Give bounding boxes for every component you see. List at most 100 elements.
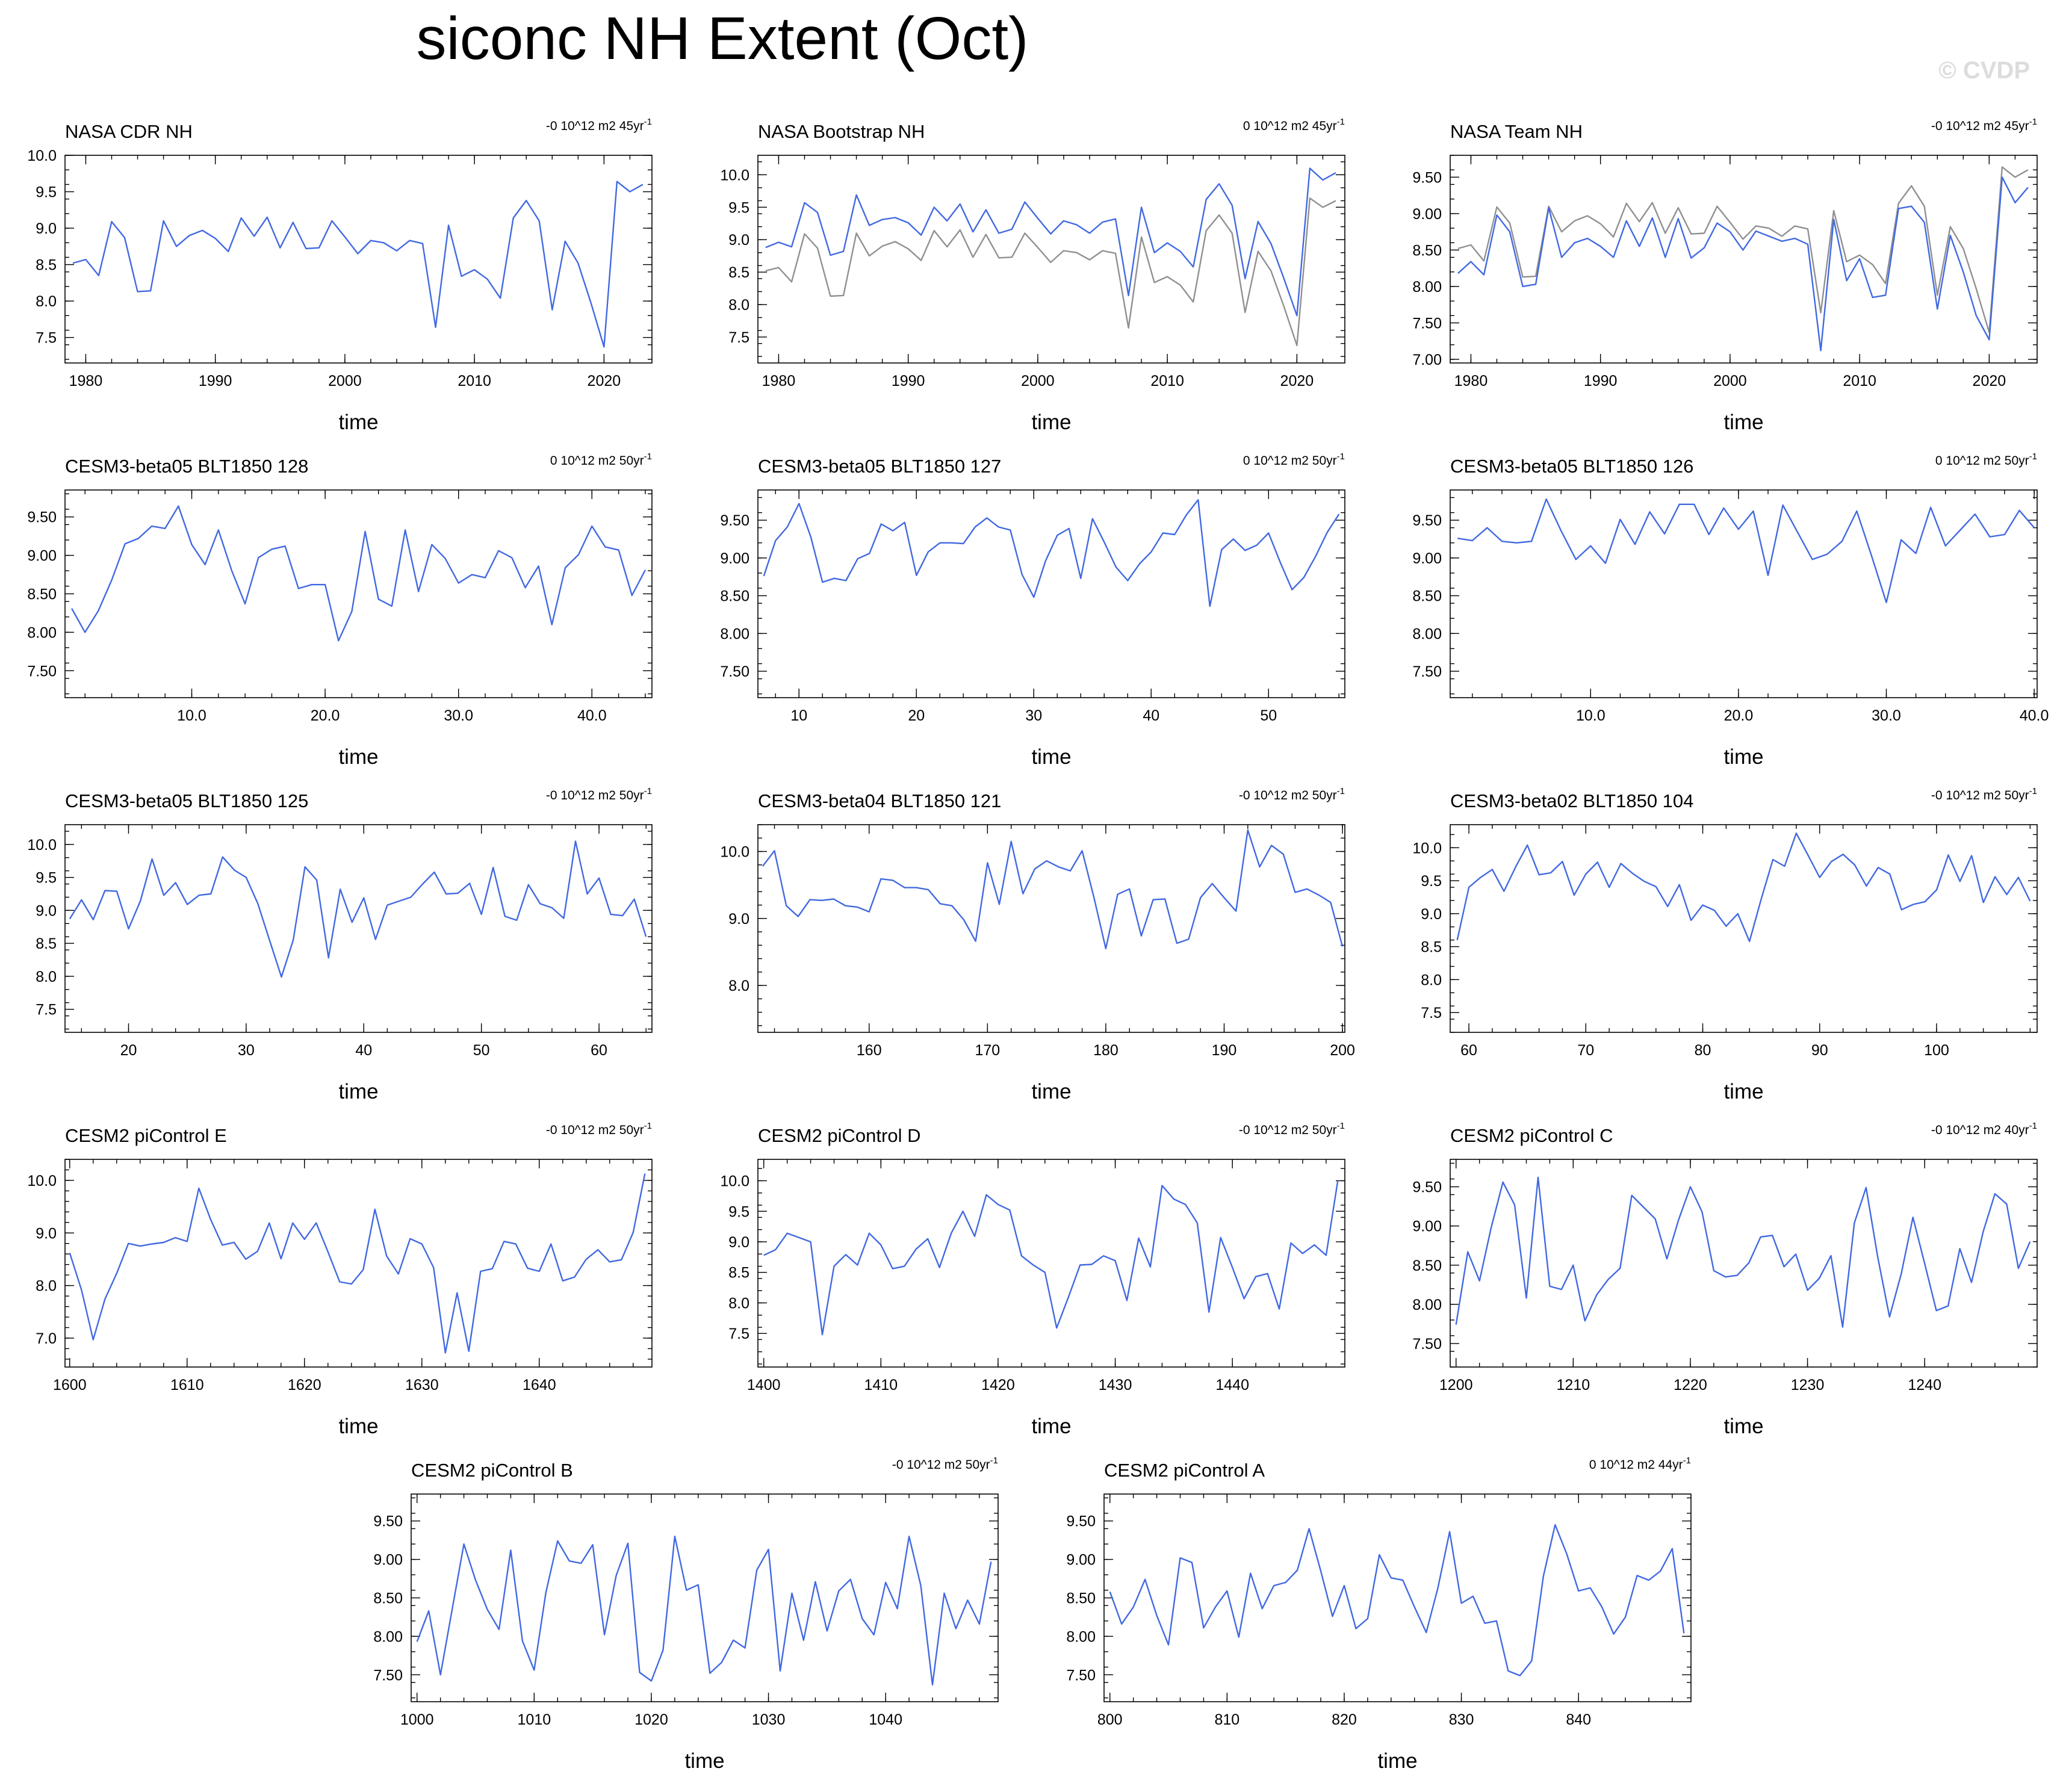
panel-title: CESM2 piControl D (758, 1125, 920, 1146)
plot-frame (757, 824, 1345, 1033)
data-series-line (72, 181, 644, 348)
minor-ticks (758, 1159, 1345, 1367)
x-tick-label: 20 (908, 707, 925, 724)
y-tick-label: 8.00 (1412, 1297, 1442, 1313)
y-tick-label: 9.0 (36, 1225, 57, 1242)
y-tick-label: 9.5 (728, 1203, 749, 1220)
x-tick-label: 50 (1260, 707, 1277, 724)
data-series-line (1456, 832, 2031, 943)
y-tick-label: 9.00 (1066, 1552, 1096, 1569)
x-tick-label: 160 (857, 1042, 882, 1059)
panel-title: NASA Bootstrap NH (758, 121, 925, 142)
y-tick-label: 8.50 (1412, 1257, 1442, 1274)
data-series-line (1457, 166, 2029, 333)
y-tick-label: 9.0 (728, 232, 749, 249)
y-tick-label: 7.5 (1421, 1005, 1442, 1022)
x-tick-label: 40 (1143, 707, 1159, 724)
x-tick-label: 30.0 (444, 707, 473, 724)
minor-ticks (1450, 1159, 2037, 1368)
y-tick-label: 9.0 (728, 911, 749, 928)
y-tick-label: 9.00 (1412, 1218, 1442, 1235)
x-axis-title: time (1031, 411, 1071, 434)
trend-annotation: 0 10^12 m2 45yr-1 (1243, 117, 1345, 133)
plot-frame (411, 1493, 999, 1702)
panel-title: CESM2 piControl B (411, 1460, 573, 1481)
y-tick-label: 7.50 (1066, 1667, 1096, 1684)
x-tick-label: 20.0 (1724, 707, 1754, 724)
x-tick-label: 1010 (518, 1711, 551, 1728)
x-axis-title: time (1031, 1080, 1071, 1103)
y-tick-label: 7.00 (1412, 352, 1442, 368)
x-tick-label: 1440 (1215, 1377, 1249, 1394)
panel-title: NASA CDR NH (65, 121, 193, 142)
minor-ticks (65, 155, 652, 363)
data-series-line (763, 1180, 1339, 1336)
y-tick-label: 10.0 (27, 837, 57, 854)
y-tick-label: 10.0 (27, 1173, 57, 1189)
y-tick-label: 8.0 (36, 1278, 57, 1295)
trend-exponent: -1 (644, 117, 652, 127)
chart-panel: CESM3-beta05 BLT1850 127 0 10^12 m2 50yr-… (720, 451, 1345, 769)
panel-title: CESM3-beta05 BLT1850 127 (758, 456, 1001, 477)
y-tick-label: 8.0 (36, 293, 57, 310)
data-series-line (1455, 1176, 2031, 1328)
x-tick-label: 90 (1811, 1042, 1828, 1059)
x-tick-label: 30.0 (1872, 707, 1901, 724)
x-tick-label: 190 (1212, 1042, 1237, 1059)
plot-frame (1450, 489, 2038, 698)
y-tick-label: 7.50 (1412, 315, 1442, 332)
y-tick-label: 9.50 (373, 1513, 403, 1530)
trend-annotation: -0 10^12 m2 50yr-1 (892, 1456, 998, 1472)
trend-annotation: -0 10^12 m2 45yr-1 (1931, 117, 2037, 133)
trend-exponent: -1 (1337, 1121, 1345, 1131)
y-tick-label: 8.00 (1412, 279, 1442, 296)
x-axis-title: time (1723, 1080, 1763, 1103)
y-tick-label: 8.5 (1421, 939, 1442, 956)
y-tick-label: 9.0 (36, 220, 57, 237)
x-tick-label: 80 (1695, 1042, 1711, 1059)
x-tick-label: 1620 (288, 1377, 321, 1394)
trend-exponent: -1 (1683, 1456, 1691, 1466)
trend-annotation: 0 10^12 m2 50yr-1 (1935, 451, 2037, 468)
x-tick-label: 1040 (869, 1711, 902, 1728)
chart-panel: NASA CDR NH -0 10^12 m2 45yr-1 1980 1990 200… (27, 117, 653, 434)
y-tick-label: 7.50 (1412, 663, 1442, 680)
y-tick-label: 9.50 (1412, 169, 1442, 186)
x-tick-label: 60 (591, 1042, 607, 1059)
x-tick-label: 30 (1025, 707, 1042, 724)
minor-ticks (65, 490, 652, 698)
x-tick-label: 70 (1577, 1042, 1594, 1059)
x-tick-label: 50 (473, 1042, 490, 1059)
trend-text: 0 10^12 m2 50yr (1243, 454, 1337, 468)
chart-panel: CESM2 piControl B -0 10^12 m2 50yr-1 1000 1… (373, 1456, 999, 1773)
chart-panel: CESM2 piControl E -0 10^12 m2 50yr-1 1600 1… (27, 1121, 653, 1438)
x-tick-label: 1990 (892, 373, 925, 389)
x-tick-label: 1630 (405, 1377, 439, 1394)
y-tick-label: 9.50 (1412, 1179, 1442, 1196)
x-tick-label: 40.0 (577, 707, 607, 724)
trend-exponent: -1 (1337, 117, 1345, 127)
y-tick-label: 7.50 (27, 663, 57, 680)
y-tick-label: 8.00 (27, 624, 57, 641)
chart-panel: CESM3-beta05 BLT1850 126 0 10^12 m2 50yr-… (1412, 451, 2049, 769)
y-tick-label: 10.0 (27, 147, 57, 164)
y-tick-label: 8.00 (1412, 625, 1442, 642)
x-tick-label: 800 (1097, 1711, 1123, 1728)
data-series-line (762, 829, 1344, 950)
x-axis-title: time (338, 1080, 378, 1103)
x-tick-label: 1400 (747, 1377, 781, 1394)
x-tick-label: 1990 (199, 373, 232, 389)
trend-text: 0 10^12 m2 45yr (1243, 119, 1337, 133)
x-tick-label: 1000 (400, 1711, 434, 1728)
y-tick-label: 7.0 (36, 1330, 57, 1347)
trend-annotation: 0 10^12 m2 50yr-1 (550, 451, 652, 468)
data-series-line (1457, 498, 2035, 604)
x-tick-label: 1230 (1791, 1377, 1825, 1394)
y-tick-label: 9.50 (720, 512, 749, 529)
x-tick-label: 1220 (1674, 1377, 1707, 1394)
x-axis-title: time (1377, 1749, 1417, 1773)
x-tick-label: 2010 (458, 373, 491, 389)
y-tick-label: 9.00 (27, 548, 57, 565)
x-tick-label: 1410 (864, 1377, 898, 1394)
